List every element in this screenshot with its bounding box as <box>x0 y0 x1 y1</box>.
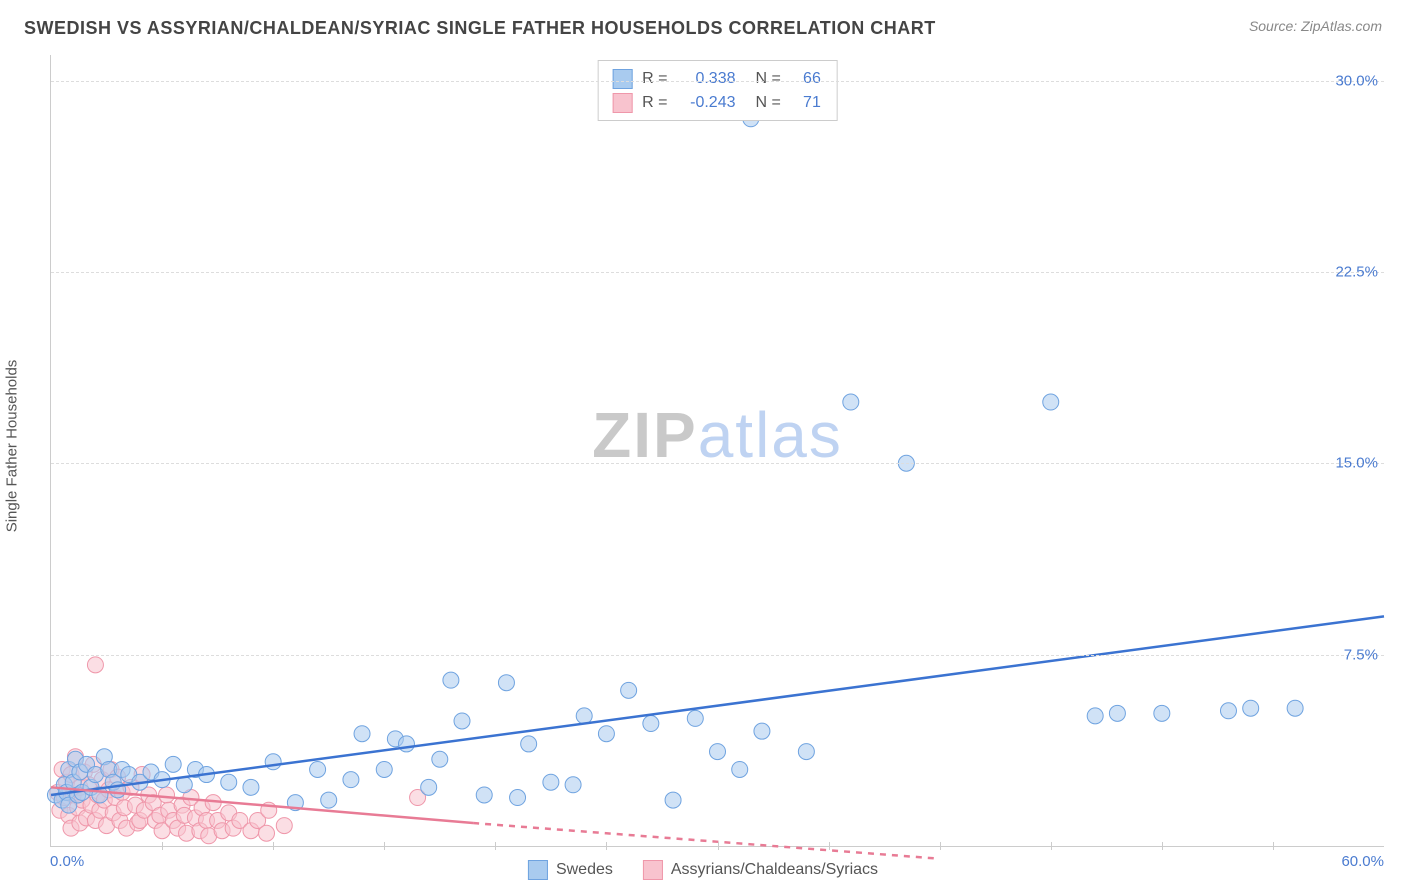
data-point <box>732 761 748 777</box>
data-point <box>1154 705 1170 721</box>
data-point <box>276 818 292 834</box>
plot-frame: ZIPatlas R = 0.338 N = 66 R = -0.243 N =… <box>50 55 1384 847</box>
data-point <box>1243 700 1259 716</box>
x-tick <box>1051 842 1052 850</box>
grid-line <box>51 463 1384 464</box>
x-tick <box>495 842 496 850</box>
trend-line <box>51 616 1384 795</box>
legend-item-assyrians: Assyrians/Chaldeans/Syriacs <box>643 860 878 880</box>
data-point <box>259 825 275 841</box>
r-value-assyrians: -0.243 <box>678 91 736 115</box>
data-point <box>754 723 770 739</box>
data-point <box>565 777 581 793</box>
legend-swatch-assyrians <box>643 860 663 880</box>
data-point <box>243 779 259 795</box>
trend-line <box>473 823 940 859</box>
data-point <box>432 751 448 767</box>
legend-label-swedes: Swedes <box>556 861 613 879</box>
data-point <box>843 394 859 410</box>
y-tick-label: 15.0% <box>1335 455 1378 472</box>
grid-line <box>51 81 1384 82</box>
data-point <box>454 713 470 729</box>
n-value-assyrians: 71 <box>791 91 821 115</box>
y-tick-label: 30.0% <box>1335 72 1378 89</box>
data-point <box>343 772 359 788</box>
data-point <box>543 774 559 790</box>
grid-line <box>51 655 1384 656</box>
r-label: R = <box>642 91 667 115</box>
y-axis-label: Single Father Households <box>4 360 21 533</box>
x-tick <box>273 842 274 850</box>
legend-swatch-swedes <box>528 860 548 880</box>
data-point <box>687 710 703 726</box>
plot-area: ZIPatlas R = 0.338 N = 66 R = -0.243 N =… <box>50 55 1384 847</box>
data-point <box>476 787 492 803</box>
x-tick <box>829 842 830 850</box>
data-point <box>598 726 614 742</box>
n-label: N = <box>756 67 781 91</box>
data-point <box>265 754 281 770</box>
y-tick-label: 7.5% <box>1344 646 1378 663</box>
legend-label-assyrians: Assyrians/Chaldeans/Syriacs <box>671 861 878 879</box>
r-value-swedes: 0.338 <box>678 67 736 91</box>
x-tick <box>606 842 607 850</box>
data-point <box>165 756 181 772</box>
x-tick <box>1273 842 1274 850</box>
data-point <box>398 736 414 752</box>
data-point <box>1109 705 1125 721</box>
source-attribution: Source: ZipAtlas.com <box>1249 18 1382 34</box>
series-legend: Swedes Assyrians/Chaldeans/Syriacs <box>528 860 878 880</box>
data-point <box>798 744 814 760</box>
n-value-swedes: 66 <box>791 67 821 91</box>
data-point <box>443 672 459 688</box>
data-point <box>159 787 175 803</box>
swatch-swedes <box>612 69 632 89</box>
x-tick <box>1162 842 1163 850</box>
data-point <box>221 774 237 790</box>
data-point <box>376 761 392 777</box>
data-point <box>1043 394 1059 410</box>
swatch-assyrians <box>612 93 632 113</box>
x-axis-max-label: 60.0% <box>1341 853 1384 870</box>
data-point <box>1087 708 1103 724</box>
x-tick <box>384 842 385 850</box>
data-point <box>321 792 337 808</box>
y-tick-label: 22.5% <box>1335 263 1378 280</box>
data-point <box>1287 700 1303 716</box>
x-tick <box>162 842 163 850</box>
data-point <box>521 736 537 752</box>
x-tick <box>940 842 941 850</box>
chart-svg <box>51 55 1384 846</box>
data-point <box>176 777 192 793</box>
correlation-legend: R = 0.338 N = 66 R = -0.243 N = 71 <box>597 60 838 121</box>
x-tick <box>718 842 719 850</box>
grid-line <box>51 272 1384 273</box>
r-label: R = <box>642 67 667 91</box>
data-point <box>665 792 681 808</box>
data-point <box>621 682 637 698</box>
data-point <box>310 761 326 777</box>
data-point <box>354 726 370 742</box>
x-axis-min-label: 0.0% <box>50 853 84 870</box>
data-point <box>1220 703 1236 719</box>
data-point <box>710 744 726 760</box>
chart-title: SWEDISH VS ASSYRIAN/CHALDEAN/SYRIAC SING… <box>24 18 936 39</box>
data-point <box>576 708 592 724</box>
data-point <box>510 790 526 806</box>
data-point <box>421 779 437 795</box>
stats-row-swedes: R = 0.338 N = 66 <box>612 67 821 91</box>
stats-row-assyrians: R = -0.243 N = 71 <box>612 91 821 115</box>
data-point <box>87 657 103 673</box>
data-point <box>498 675 514 691</box>
data-point <box>643 716 659 732</box>
legend-item-swedes: Swedes <box>528 860 613 880</box>
n-label: N = <box>756 91 781 115</box>
